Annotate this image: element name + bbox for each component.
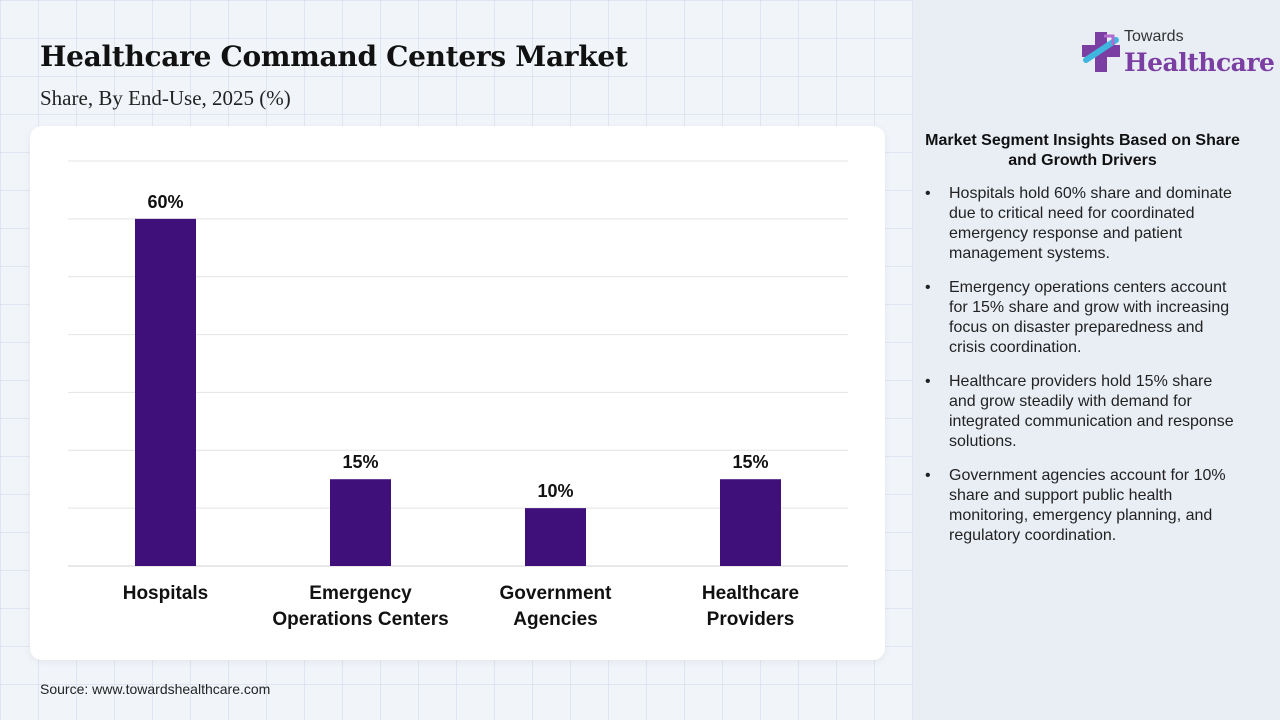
category-label: Healthcare: [702, 583, 799, 604]
source-note: Source: www.towardshealthcare.com: [40, 681, 271, 697]
insights-title: Market Segment Insights Based on Share a…: [925, 132, 1240, 169]
insight-text: Hospitals hold 60% share and dominate du…: [949, 185, 1232, 262]
data-label: 10%: [537, 481, 573, 501]
logo-small-text: Towards: [1124, 28, 1184, 45]
bar: [330, 479, 391, 566]
category-label: Operations Centers: [272, 609, 448, 630]
data-label: 15%: [732, 452, 768, 472]
category-label: Emergency: [309, 583, 412, 604]
category-label: Hospitals: [123, 583, 209, 604]
insight-item: • Emergency operations centers account fo…: [925, 278, 1235, 358]
category-label: Government: [500, 583, 613, 604]
bar: [525, 508, 586, 566]
bullet-icon: •: [925, 467, 931, 484]
bar: [135, 218, 196, 566]
data-label: 60%: [147, 192, 183, 212]
bar: [720, 479, 781, 566]
plus-cross-logo-icon: [1082, 32, 1120, 72]
insight-text: Government agencies account for 10% shar…: [949, 467, 1226, 544]
data-label: 15%: [342, 452, 378, 472]
insight-item: • Hospitals hold 60% share and dominate d…: [925, 184, 1235, 264]
insights-list: • Hospitals hold 60% share and dominate d…: [925, 184, 1235, 560]
category-label: Agencies: [513, 609, 597, 630]
bullet-icon: •: [925, 373, 931, 390]
insight-text: Emergency operations centers account for…: [949, 279, 1230, 356]
bar-chart: 60% Hospitals 15% Emergency Operations Cente…: [68, 160, 848, 630]
page-title: Healthcare Command Centers Market: [40, 40, 628, 73]
brand-logo: Towards Healthcare: [1080, 28, 1275, 78]
insight-item: • Government agencies account for 10% sha…: [925, 466, 1235, 546]
insights-panel: [913, 0, 1280, 720]
insight-item: • Healthcare providers hold 15% share and…: [925, 372, 1235, 452]
category-label: Providers: [707, 609, 795, 630]
logo-big-text: Healthcare: [1124, 48, 1275, 77]
chart-card: 60% Hospitals 15% Emergency Operations Cente…: [30, 126, 885, 660]
bullet-icon: •: [925, 185, 931, 202]
insight-text: Healthcare providers hold 15% share and …: [949, 373, 1234, 450]
bullet-icon: •: [925, 279, 931, 296]
page-subtitle: Share, By End-Use, 2025 (%): [40, 86, 291, 110]
